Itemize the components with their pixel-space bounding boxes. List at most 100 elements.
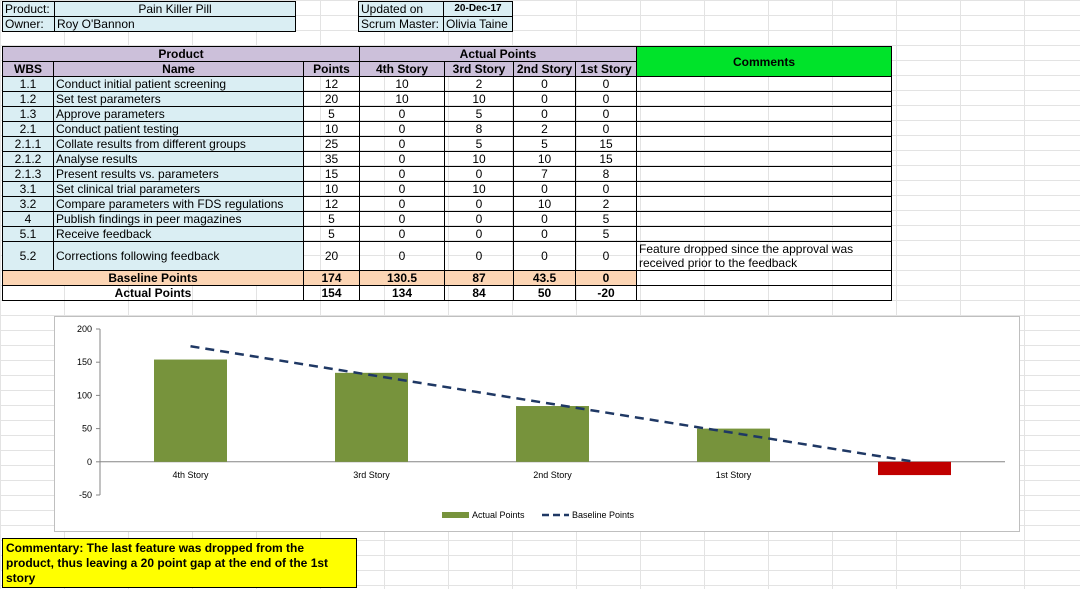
row-s3: 0 — [444, 226, 514, 242]
row-s1: 0 — [575, 76, 637, 92]
bar-actual-1 — [335, 372, 408, 462]
row-s3: 10 — [444, 91, 514, 107]
row-wbs: 2.1.3 — [2, 166, 54, 182]
baseline-comment — [636, 270, 892, 286]
row-name: Approve parameters — [53, 106, 304, 122]
bar-actual-0 — [154, 359, 227, 462]
updated-label: Updated on — [358, 1, 444, 17]
row-name: Set test parameters — [53, 91, 304, 107]
row-wbs: 2.1.2 — [2, 151, 54, 167]
row-s2: 0 — [513, 181, 576, 197]
actual-1st: -20 — [575, 285, 637, 301]
row-s1: 5 — [575, 226, 637, 242]
row-name: Present results vs. parameters — [53, 166, 304, 182]
baseline-label: Baseline Points — [2, 270, 304, 286]
row-wbs: 4 — [2, 211, 54, 227]
table-row: 1.3 Approve parameters 5 0 5 0 0 — [2, 106, 892, 122]
row-points: 12 — [303, 196, 360, 212]
row-points: 12 — [303, 76, 360, 92]
row-wbs: 5.1 — [2, 226, 54, 242]
table-row: 2.1.1 Collate results from different grou… — [2, 136, 892, 152]
row-s3: 0 — [444, 196, 514, 212]
row-name: Conduct initial patient screening — [53, 76, 304, 92]
chart-svg: -50 0 50 100 150 200 4th Story 3rd Story 2nd Sto… — [77, 324, 1005, 520]
x-tick-label: 2nd Story — [533, 470, 572, 480]
col-1st-story: 1st Story — [575, 61, 637, 77]
table-row: 1.2 Set test parameters 20 10 10 0 0 — [2, 91, 892, 107]
table-row: 3.2 Compare parameters with FDS regulatio… — [2, 196, 892, 212]
row-comment — [636, 196, 892, 212]
row-name: Set clinical trial parameters — [53, 181, 304, 197]
row-s3: 5 — [444, 106, 514, 122]
row-s1: 15 — [575, 136, 637, 152]
row-s2: 10 — [513, 196, 576, 212]
table-row: 5.1 Receive feedback 5 0 0 0 5 — [2, 226, 892, 242]
row-s3: 2 — [444, 76, 514, 92]
row-points: 20 — [303, 91, 360, 107]
actual-3rd: 84 — [444, 285, 514, 301]
table-body: 1.1 Conduct initial patient screening 12 10… — [2, 76, 892, 271]
commentary-box: Commentary: The last feature was dropped… — [2, 538, 357, 588]
scrum-label: Scrum Master: — [358, 16, 444, 32]
row-s3: 10 — [444, 151, 514, 167]
y-tick-label: 150 — [77, 357, 92, 367]
row-s2: 0 — [513, 241, 576, 271]
y-tick-label: 100 — [77, 390, 92, 400]
row-s1: 0 — [575, 91, 637, 107]
bar-actual-3 — [697, 428, 770, 462]
actual-comment — [636, 285, 892, 301]
row-s2: 10 — [513, 151, 576, 167]
col-name: Name — [53, 61, 304, 77]
row-s3: 0 — [444, 241, 514, 271]
row-s4: 10 — [359, 91, 445, 107]
row-s4: 0 — [359, 211, 445, 227]
baseline-2nd: 43.5 — [513, 270, 576, 286]
row-s3: 0 — [444, 211, 514, 227]
row-s1: 0 — [575, 106, 637, 122]
y-tick-label: -50 — [79, 490, 92, 500]
points-table: Product Actual Points Comments WBS Name … — [2, 46, 892, 301]
table-row: 5.2 Corrections following feedback 20 0 0 0 0 F… — [2, 241, 892, 271]
row-s4: 0 — [359, 121, 445, 137]
owner-value: Roy O'Bannon — [54, 16, 296, 32]
y-tick-label: 50 — [82, 424, 92, 434]
row-wbs: 3.2 — [2, 196, 54, 212]
group-actual-points: Actual Points — [359, 46, 637, 62]
row-s4: 0 — [359, 136, 445, 152]
row-points: 5 — [303, 106, 360, 122]
x-tick-label: 1st Story — [716, 470, 752, 480]
table-row: 2.1.2 Analyse results 35 0 10 10 15 — [2, 151, 892, 167]
row-s3: 0 — [444, 166, 514, 182]
table-row: 4 Publish findings in peer magazines 5 0 0 0 5 — [2, 211, 892, 227]
row-wbs: 1.1 — [2, 76, 54, 92]
row-s4: 0 — [359, 151, 445, 167]
row-comment — [636, 181, 892, 197]
row-points: 25 — [303, 136, 360, 152]
row-name: Compare parameters with FDS regulations — [53, 196, 304, 212]
row-s4: 10 — [359, 76, 445, 92]
row-s2: 0 — [513, 211, 576, 227]
product-value: Pain Killer Pill — [54, 1, 296, 17]
legend-swatch-actual — [442, 512, 469, 518]
row-s2: 5 — [513, 136, 576, 152]
group-product: Product — [2, 46, 360, 62]
comments-header: Comments — [636, 46, 892, 77]
row-s1: 8 — [575, 166, 637, 182]
col-3rd-story: 3rd Story — [444, 61, 514, 77]
table-row: 2.1 Conduct patient testing 10 0 8 2 0 — [2, 121, 892, 137]
row-wbs: 2.1.1 — [2, 136, 54, 152]
row-name: Conduct patient testing — [53, 121, 304, 137]
row-s1: 5 — [575, 211, 637, 227]
table-row: 3.1 Set clinical trial parameters 10 0 10 0 0 — [2, 181, 892, 197]
row-name: Receive feedback — [53, 226, 304, 242]
row-s4: 0 — [359, 106, 445, 122]
updated-value: 20-Dec-17 — [443, 1, 513, 17]
row-comment — [636, 211, 892, 227]
product-label: Product: — [2, 1, 55, 17]
legend-label-actual: Actual Points — [472, 510, 525, 520]
x-tick-label: 3rd Story — [353, 470, 390, 480]
actual-2nd: 50 — [513, 285, 576, 301]
col-points: Points — [303, 61, 360, 77]
baseline-4th: 130.5 — [359, 270, 445, 286]
baseline-line — [190, 345, 915, 464]
